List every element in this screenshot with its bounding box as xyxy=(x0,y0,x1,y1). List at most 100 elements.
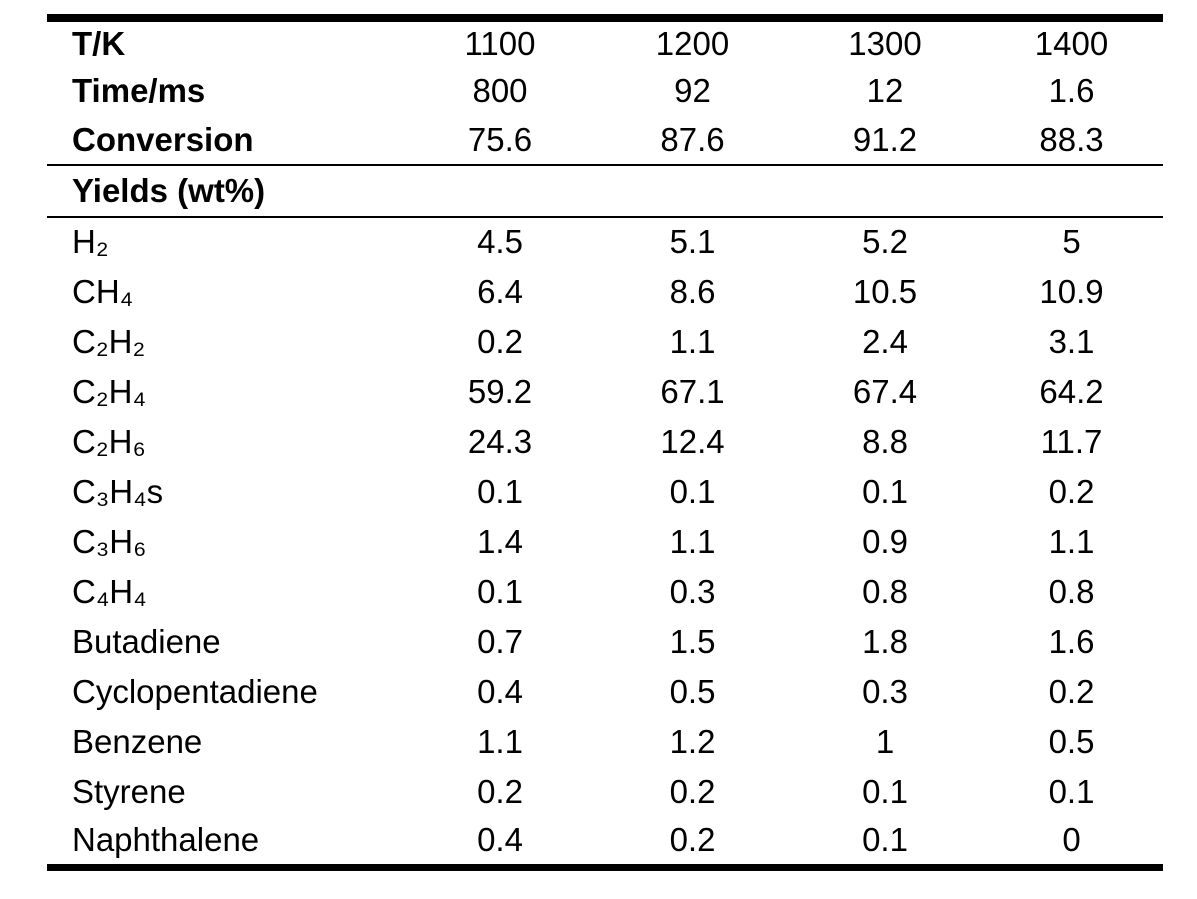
yield-value: 0.2 xyxy=(1048,472,1095,510)
time-value: 92 xyxy=(674,72,711,110)
table-row-cyclopentadiene: Cyclopentadiene 0.4 0.5 0.3 0.2 xyxy=(47,667,1163,717)
yield-value: 0.3 xyxy=(669,572,716,610)
yield-value: 0.1 xyxy=(862,472,908,510)
yield-value: 5.2 xyxy=(862,223,908,261)
yield-value: 0.9 xyxy=(862,522,908,560)
species-label: C₂H₆ xyxy=(72,422,146,460)
time-value: 12 xyxy=(866,72,904,110)
table-row-h2: H₂ 4.5 5.1 5.2 5 xyxy=(47,217,1163,267)
yield-value: 1.1 xyxy=(669,322,716,360)
conversion-value: 88.3 xyxy=(1039,120,1104,158)
yield-value: 0.7 xyxy=(477,622,523,660)
table-row-temperature: T/K 1100 1200 1300 1400 xyxy=(47,18,1163,67)
yield-value: 1 xyxy=(875,722,895,760)
yield-value: 0.8 xyxy=(1048,572,1095,610)
yield-value: 0.1 xyxy=(1048,772,1095,810)
yield-value: 11.7 xyxy=(1040,422,1103,460)
species-label: CH₄ xyxy=(72,272,134,310)
yield-value: 1.1 xyxy=(1048,522,1095,560)
yield-value: 0.1 xyxy=(477,472,523,510)
yield-value: 2.4 xyxy=(862,322,908,360)
table-section-row: Yields (wt%) xyxy=(47,164,1163,218)
yield-value: 0.8 xyxy=(862,572,908,610)
yield-value: 0.4 xyxy=(477,820,523,858)
table-row-c3h4s: C₃H₄s 0.1 0.1 0.1 0.2 xyxy=(47,467,1163,517)
yield-value: 1.1 xyxy=(477,722,523,760)
table-row-conversion: Conversion 75.6 87.6 91.2 88.3 xyxy=(47,116,1163,165)
yield-value: 0.1 xyxy=(477,572,523,610)
temperature-value: 1100 xyxy=(464,25,536,63)
species-label: Styrene xyxy=(72,772,186,810)
temperature-value: 1300 xyxy=(848,25,922,63)
yield-value: 67.4 xyxy=(852,372,918,410)
yield-value: 5.1 xyxy=(669,223,716,261)
table-row-ch4: CH₄ 6.4 8.6 10.5 10.9 xyxy=(47,267,1163,317)
conversion-value: 91.2 xyxy=(852,120,918,158)
yield-value: 0.2 xyxy=(477,772,523,810)
table-row-c2h4: C₂H₄ 59.2 67.1 67.4 64.2 xyxy=(47,367,1163,417)
yield-value: 24.3 xyxy=(467,422,533,460)
conversion-value: 87.6 xyxy=(660,120,725,158)
yield-value: 4.5 xyxy=(477,223,523,261)
table-row-time: Time/ms 800 92 12 1.6 xyxy=(47,67,1163,116)
yield-value: 0.1 xyxy=(669,472,716,510)
temperature-value: 1400 xyxy=(1034,25,1109,63)
table-row-styrene: Styrene 0.2 0.2 0.1 0.1 xyxy=(47,767,1163,817)
yield-value: 5 xyxy=(1062,223,1081,261)
yield-value: 0 xyxy=(1062,820,1081,858)
yield-value: 10.9 xyxy=(1039,272,1104,310)
species-label: Butadiene xyxy=(72,622,221,660)
yield-value: 0.3 xyxy=(862,672,908,710)
yield-value: 8.6 xyxy=(669,272,716,310)
section-header-yields: Yields (wt%) xyxy=(47,164,1163,218)
yield-value: 8.8 xyxy=(862,422,908,460)
yield-value: 1.6 xyxy=(1048,622,1095,660)
yield-value: 1.4 xyxy=(477,522,523,560)
row-label-conversion: Conversion xyxy=(72,120,254,158)
yield-value: 6.4 xyxy=(477,272,523,310)
yield-value: 59.2 xyxy=(467,372,533,410)
table-row-naphthalene: Naphthalene 0.4 0.2 0.1 0 xyxy=(47,817,1163,867)
yield-value: 1.8 xyxy=(862,622,908,660)
species-label: Benzene xyxy=(72,722,203,760)
species-label: C₃H₄s xyxy=(72,472,164,510)
table-figure: T/K 1100 1200 1300 1400 Time/ms 800 92 1… xyxy=(47,14,1163,871)
yield-value: 10.5 xyxy=(852,272,918,310)
species-label: Naphthalene xyxy=(72,820,260,858)
yield-value: 1.2 xyxy=(669,722,716,760)
time-value: 800 xyxy=(472,72,528,110)
table-row-c4h4: C₄H₄ 0.1 0.3 0.8 0.8 xyxy=(47,567,1163,617)
yield-value: 0.2 xyxy=(669,820,716,858)
yield-value: 0.2 xyxy=(1048,672,1095,710)
temperature-value: 1200 xyxy=(655,25,730,63)
table-row-butadiene: Butadiene 0.7 1.5 1.8 1.6 xyxy=(47,617,1163,667)
species-label: C₃H₆ xyxy=(72,522,147,560)
yield-value: 0.5 xyxy=(669,672,716,710)
species-label: Cyclopentadiene xyxy=(72,672,318,710)
row-label-time: Time/ms xyxy=(72,72,206,110)
yield-value: 0.1 xyxy=(862,820,908,858)
table-row-c3h6: C₃H₆ 1.4 1.1 0.9 1.1 xyxy=(47,517,1163,567)
time-value: 1.6 xyxy=(1048,72,1095,110)
row-label-temperature: T/K xyxy=(72,25,126,63)
yield-value: 1.5 xyxy=(669,622,716,660)
yield-value: 0.4 xyxy=(477,672,523,710)
yield-value: 0.2 xyxy=(477,322,523,360)
yield-value: 67.1 xyxy=(660,372,725,410)
yield-value: 1.1 xyxy=(669,522,716,560)
yield-value: 0.5 xyxy=(1048,722,1095,760)
yield-value: 0.2 xyxy=(669,772,716,810)
pyrolysis-yields-table: T/K 1100 1200 1300 1400 Time/ms 800 92 1… xyxy=(47,14,1163,871)
table-row-c2h6: C₂H₆ 24.3 12.4 8.8 11.7 xyxy=(47,417,1163,467)
species-label: C₂H₄ xyxy=(72,372,146,410)
species-label: C₂H₂ xyxy=(72,322,146,360)
species-label: H₂ xyxy=(72,223,109,261)
yield-value: 12.4 xyxy=(660,422,725,460)
table-row-c2h2: C₂H₂ 0.2 1.1 2.4 3.1 xyxy=(47,317,1163,367)
table-row-benzene: Benzene 1.1 1.2 1 0.5 xyxy=(47,717,1163,767)
conversion-value: 75.6 xyxy=(467,120,533,158)
yield-value: 0.1 xyxy=(862,772,908,810)
yield-value: 64.2 xyxy=(1039,372,1104,410)
species-label: C₄H₄ xyxy=(72,572,147,610)
yield-value: 3.1 xyxy=(1048,322,1095,360)
